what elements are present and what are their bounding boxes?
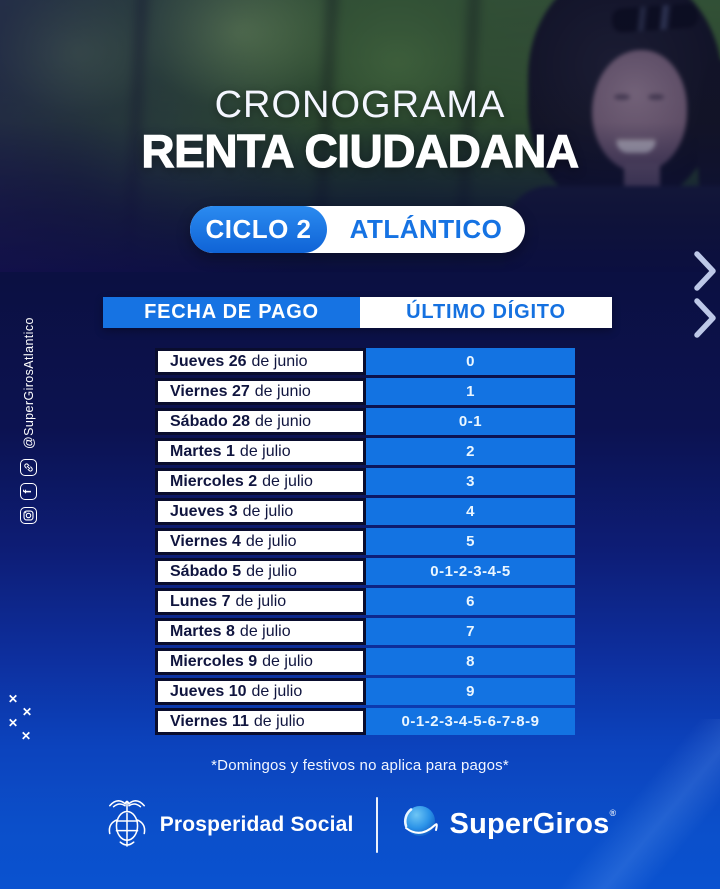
payment-day-label: Lunes 7 <box>170 592 231 610</box>
last-digit-cell: 9 <box>366 678 575 705</box>
payment-month-label: de julio <box>242 502 294 520</box>
supergiros-label: SuperGiros® <box>450 808 617 841</box>
supergiros-logo: SuperGiros® <box>400 802 617 847</box>
payment-date-cell: Miercoles 9 de julio <box>155 648 366 675</box>
table-row: Miercoles 2 de julio 3 <box>155 468 575 495</box>
last-digit-cell: 2 <box>366 438 575 465</box>
x-mark-decoration: ✕ <box>8 692 19 706</box>
payment-date-cell: Sábado 28 de junio <box>155 408 366 435</box>
table-row: Martes 8 de julio 7 <box>155 618 575 645</box>
payment-date-cell: Martes 1 de julio <box>155 438 366 465</box>
payment-day-label: Miercoles 2 <box>170 472 258 490</box>
poster-title-line1: CRONOGRAMA <box>214 84 506 126</box>
payment-day-label: Jueves 26 <box>170 352 247 370</box>
payment-month-label: de julio <box>239 622 291 640</box>
payment-day-label: Viernes 27 <box>170 382 250 400</box>
last-digit-cell: 0 <box>366 348 575 375</box>
table-row: Viernes 4 de julio 5 <box>155 528 575 555</box>
payment-date-cell: Jueves 10 de julio <box>155 678 366 705</box>
payment-day-label: Viernes 4 <box>170 532 241 550</box>
payment-day-label: Sábado 5 <box>170 562 242 580</box>
payment-date-cell: Viernes 11 de julio <box>155 708 366 735</box>
payment-day-label: Viernes 11 <box>170 712 249 730</box>
payment-month-label: de julio <box>262 652 313 670</box>
table-row: Miercoles 9 de julio 8 <box>155 648 575 675</box>
social-strip: f @SuperGirosAtlantico <box>20 317 37 524</box>
table-row: Viernes 27 de junio 1 <box>155 378 575 405</box>
payment-month-label: de julio <box>251 682 303 700</box>
x-mark-decoration: ✕ <box>8 716 19 730</box>
table-row: Jueves 26 de junio 0 <box>155 348 575 375</box>
payment-month-label: de junio <box>251 352 308 370</box>
payment-month-label: de junio <box>254 382 311 400</box>
payment-day-label: Jueves 3 <box>170 502 238 520</box>
facebook-icon: f <box>20 483 37 500</box>
header-photo <box>0 0 720 272</box>
payment-day-label: Martes 8 <box>170 622 235 640</box>
prosperidad-social-label: Prosperidad Social <box>159 812 354 836</box>
footer-divider <box>375 796 378 853</box>
light-streak-decoration <box>500 719 720 889</box>
last-digit-cell: 4 <box>366 498 575 525</box>
last-digit-cell: 1 <box>366 378 575 405</box>
last-digit-cell: 0-1-2-3-4-5 <box>366 558 575 585</box>
payment-month-label: de julio <box>235 592 287 610</box>
table-row: Jueves 10 de julio 9 <box>155 678 575 705</box>
last-digit-cell: 8 <box>366 648 575 675</box>
footnote: *Domingos y festivos no aplica para pago… <box>211 757 509 774</box>
social-handle: @SuperGirosAtlantico <box>21 317 36 449</box>
instagram-icon <box>20 507 37 524</box>
payment-day-label: Martes 1 <box>170 442 235 460</box>
payment-date-cell: Lunes 7 de julio <box>155 588 366 615</box>
supergiros-globe-icon <box>400 802 440 847</box>
payment-month-label: de julio <box>262 472 313 490</box>
prosperidad-social-logo: Prosperidad Social <box>104 794 354 855</box>
table-row: Sábado 5 de julio 0-1-2-3-4-5 <box>155 558 575 585</box>
payment-date-cell: Martes 8 de julio <box>155 618 366 645</box>
link-icon <box>20 459 37 476</box>
last-digit-cell: 0-1 <box>366 408 575 435</box>
last-digit-cell: 6 <box>366 588 575 615</box>
payment-month-label: de julio <box>239 442 291 460</box>
x-mark-decoration: ✕ <box>21 729 32 743</box>
payment-date-cell: Sábado 5 de julio <box>155 558 366 585</box>
last-digit-cell: 5 <box>366 528 575 555</box>
region-label: ATLÁNTICO <box>349 214 503 244</box>
table-row: Sábado 28 de junio 0-1 <box>155 408 575 435</box>
double-chevron-right-icon <box>694 250 718 347</box>
poster-title-line2: RENTA CIUDADANA <box>141 124 580 177</box>
payment-month-label: de julio <box>246 562 297 580</box>
payment-date-cell: Jueves 3 de julio <box>155 498 366 525</box>
payment-date-cell: Viernes 27 de junio <box>155 378 366 405</box>
payment-month-label: de julio <box>253 712 305 730</box>
x-mark-decoration: ✕ <box>22 705 33 719</box>
last-digit-cell: 3 <box>366 468 575 495</box>
cycle-badge: CICLO 2 <box>190 206 327 253</box>
payment-date-cell: Viernes 4 de julio <box>155 528 366 555</box>
schedule-table-header: FECHA DE PAGO ÚLTIMO DÍGITO <box>103 297 612 328</box>
payment-month-label: de junio <box>255 412 312 430</box>
registered-mark: ® <box>609 808 616 818</box>
table-row: Martes 1 de julio 2 <box>155 438 575 465</box>
column-header-ultimo-digito: ÚLTIMO DÍGITO <box>360 297 612 328</box>
payment-day-label: Miercoles 9 <box>170 652 258 670</box>
last-digit-cell: 0-1-2-3-4-5-6-7-8-9 <box>366 708 575 735</box>
table-row: Lunes 7 de julio 6 <box>155 588 575 615</box>
footer-brands: Prosperidad Social Su <box>0 794 720 855</box>
payment-month-label: de julio <box>245 532 297 550</box>
payment-day-label: Jueves 10 <box>170 682 247 700</box>
colombia-coat-of-arms-icon <box>104 794 150 855</box>
payment-date-cell: Jueves 26 de junio <box>155 348 366 375</box>
payment-date-cell: Miercoles 2 de julio <box>155 468 366 495</box>
schedule-table: Jueves 26 de junio 0 Viernes 27 de junio 1… <box>155 348 575 735</box>
table-row: Viernes 11 de julio 0-1-2-3-4-5-6-7-8-9 <box>155 708 575 735</box>
cycle-region-pill: CICLO 2 ATLÁNTICO <box>190 206 525 253</box>
last-digit-cell: 7 <box>366 618 575 645</box>
payment-day-label: Sábado 28 <box>170 412 251 430</box>
table-row: Jueves 3 de julio 4 <box>155 498 575 525</box>
column-header-fecha-de-pago: FECHA DE PAGO <box>103 297 360 328</box>
